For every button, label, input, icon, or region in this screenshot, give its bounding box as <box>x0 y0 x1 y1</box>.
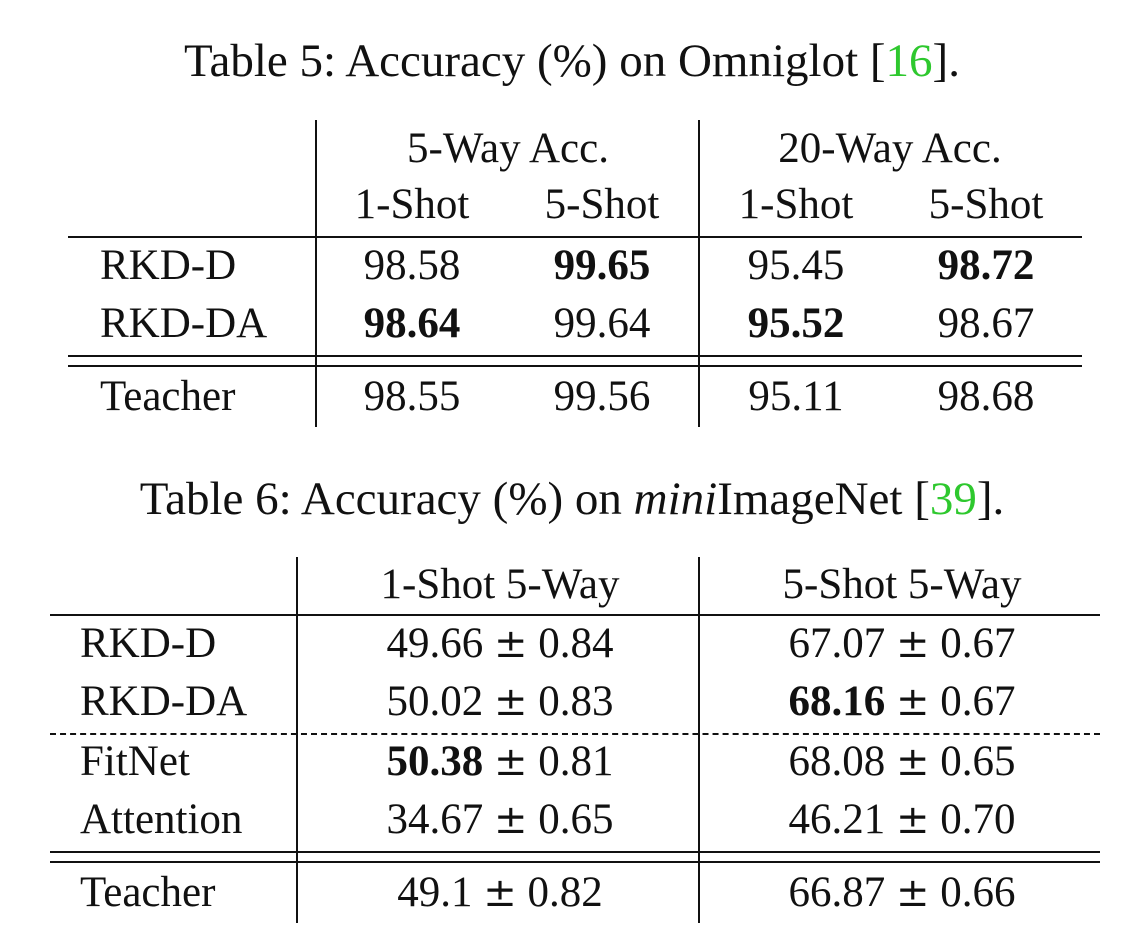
cell-mean: 49.66 <box>386 620 484 667</box>
plus-minus-sign: ± <box>483 870 517 916</box>
table5-subheader: 5-Shot <box>544 181 660 228</box>
cell-std: 0.83 <box>538 678 614 725</box>
table6-caption-italic: mini <box>633 473 718 525</box>
table5-cell: 99.64 <box>553 300 651 347</box>
plus-minus-sign: ± <box>895 797 930 843</box>
cell-std: 0.82 <box>527 869 603 916</box>
cell-std: 0.84 <box>538 620 614 667</box>
cell-mean: 66.87 <box>788 869 886 916</box>
plus-minus-sign: ± <box>493 797 528 843</box>
table6-header-1shot: 1-Shot 5-Way <box>380 561 620 608</box>
table5-cell-best: 98.72 <box>937 242 1035 289</box>
table6-caption-text: ImageNet [ <box>717 473 930 525</box>
table5-subheader: 5-Shot <box>928 181 1044 228</box>
table6-row-label: FitNet <box>80 738 190 785</box>
cell-std: 0.67 <box>940 678 1016 725</box>
table5-cell-best: 95.52 <box>747 300 845 347</box>
cell-mean: 49.1 <box>397 869 473 916</box>
table5-cell: 98.55 <box>363 373 461 420</box>
table6-vertical-rule <box>296 557 298 923</box>
table6-cell: 50.38 ± 0.81 <box>300 740 700 783</box>
table6-row-label: Attention <box>80 796 243 843</box>
table6-cell: 67.07 ± 0.67 <box>702 622 1102 665</box>
table5-double-rule <box>68 365 1082 367</box>
table5-cell: 98.68 <box>937 373 1035 420</box>
table6-cell: 66.87 ± 0.66 <box>702 871 1102 914</box>
table5-double-rule <box>68 355 1082 357</box>
table5-header-5way: 5-Way Acc. <box>407 125 609 172</box>
cell-std: 0.65 <box>940 738 1016 785</box>
cell-std: 0.70 <box>940 796 1016 843</box>
plus-minus-sign: ± <box>493 679 528 725</box>
table5-cell: 95.45 <box>747 242 845 289</box>
cell-std: 0.67 <box>940 620 1016 667</box>
table5-header-rule <box>68 236 1082 238</box>
table5-row-label: Teacher <box>100 373 236 420</box>
table5-vertical-rule <box>698 120 700 427</box>
table6-cell: 49.1 ± 0.82 <box>300 871 700 914</box>
table6-citation-link[interactable]: 39 <box>929 473 977 525</box>
cell-std: 0.81 <box>538 738 614 785</box>
table5-cell: 99.56 <box>553 373 651 420</box>
table6-row-label: RKD-D <box>80 620 217 667</box>
table6-double-rule <box>50 851 1100 853</box>
table5-citation-link[interactable]: 16 <box>885 35 933 87</box>
cell-mean-best: 50.38 <box>386 738 484 785</box>
table5-cell-best: 99.65 <box>553 242 651 289</box>
plus-minus-sign: ± <box>895 679 930 725</box>
table5-subheader: 1-Shot <box>354 181 470 228</box>
cell-std: 0.66 <box>940 869 1016 916</box>
table6-vertical-rule <box>698 557 700 923</box>
cell-mean: 50.02 <box>386 678 484 725</box>
table6-header-rule <box>50 614 1100 616</box>
table5-cell: 98.58 <box>363 242 461 289</box>
cell-mean: 68.08 <box>788 738 886 785</box>
table5-caption: Table 5: Accuracy (%) on Omniglot [16]. <box>0 38 1144 85</box>
table6-cell: 46.21 ± 0.70 <box>702 798 1102 841</box>
table5-subheader: 1-Shot <box>738 181 854 228</box>
table6-header-5shot: 5-Shot 5-Way <box>782 561 1022 608</box>
table5-cell-best: 98.64 <box>363 300 461 347</box>
table5-row-label: RKD-DA <box>100 300 268 347</box>
table5-caption-end: ]. <box>932 35 960 87</box>
table6-dashed-rule <box>50 733 1100 735</box>
cell-std: 0.65 <box>538 796 614 843</box>
plus-minus-sign: ± <box>895 621 930 667</box>
table6-cell: 68.16 ± 0.67 <box>702 680 1102 723</box>
cell-mean: 46.21 <box>788 796 886 843</box>
table5-header-20way: 20-Way Acc. <box>778 125 1002 172</box>
table5-row-label: RKD-D <box>100 242 237 289</box>
table5-cell: 95.11 <box>748 373 844 420</box>
table5-caption-text: Table 5: Accuracy (%) on Omniglot [ <box>184 35 886 87</box>
table6-double-rule <box>50 861 1100 863</box>
cell-mean: 67.07 <box>788 620 886 667</box>
table5-vertical-rule <box>315 120 317 427</box>
table6-caption-text: Table 6: Accuracy (%) on <box>139 473 634 525</box>
table6-cell: 49.66 ± 0.84 <box>300 622 700 665</box>
plus-minus-sign: ± <box>895 870 930 916</box>
plus-minus-sign: ± <box>895 739 930 785</box>
table6-cell: 34.67 ± 0.65 <box>300 798 700 841</box>
table6-row-label: RKD-DA <box>80 678 248 725</box>
plus-minus-sign: ± <box>493 739 528 785</box>
table6-cell: 68.08 ± 0.65 <box>702 740 1102 783</box>
table6-caption: Table 6: Accuracy (%) on miniImageNet [3… <box>0 476 1144 523</box>
plus-minus-sign: ± <box>493 621 528 667</box>
table6-caption-end: ]. <box>976 473 1005 525</box>
table6-row-label: Teacher <box>80 869 216 916</box>
table6-cell: 50.02 ± 0.83 <box>300 680 700 723</box>
table5-cell: 98.67 <box>937 300 1035 347</box>
cell-mean-best: 68.16 <box>788 678 886 725</box>
cell-mean: 34.67 <box>386 796 484 843</box>
